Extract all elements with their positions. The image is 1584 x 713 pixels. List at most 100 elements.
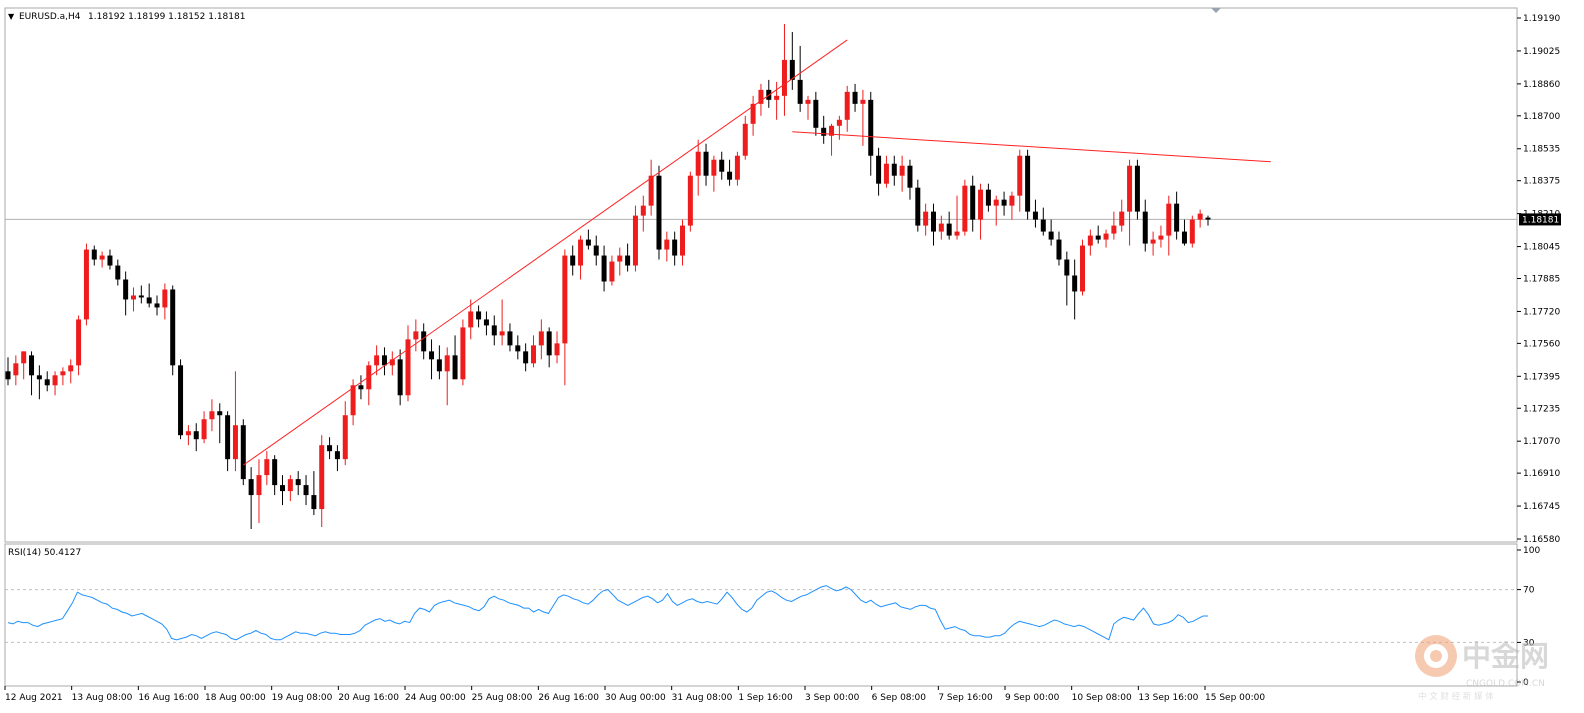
candle-body xyxy=(83,249,89,320)
time-tick-label: 3 Sep 00:00 xyxy=(805,693,860,703)
candle-body xyxy=(742,123,748,156)
candle-body xyxy=(13,363,19,376)
time-tick-label: 18 Aug 00:00 xyxy=(205,693,266,703)
candle-body xyxy=(405,339,411,396)
trendline[interactable] xyxy=(792,131,1271,163)
time-tick-label: 13 Aug 08:00 xyxy=(72,693,133,703)
time-tick-label: 20 Aug 16:00 xyxy=(338,693,399,703)
candle-body xyxy=(797,79,803,104)
time-tick-label: 7 Sep 16:00 xyxy=(938,693,993,703)
candle-body xyxy=(225,415,231,460)
candle-body xyxy=(256,475,262,496)
candle-body xyxy=(52,375,58,386)
candle-body xyxy=(907,165,913,188)
time-tick-label: 12 Aug 2021 xyxy=(5,693,63,703)
time-tick-label: 19 Aug 08:00 xyxy=(272,693,333,703)
candle-body xyxy=(617,255,623,262)
price-axis-ticks: 1.19190 1.19025 1.18860 1.18700 1.18535 1.183… xyxy=(1517,14,1560,545)
candle-body xyxy=(507,331,513,346)
trendline[interactable] xyxy=(243,39,848,466)
candle-body xyxy=(1174,203,1180,232)
price-tick-label: 1.17885 xyxy=(1523,275,1560,285)
candle-body xyxy=(648,175,654,206)
candle-body xyxy=(429,351,435,360)
candle-body xyxy=(1017,155,1023,196)
candle-body xyxy=(68,365,74,372)
current-price-tag xyxy=(1519,213,1561,226)
price-tick-label: 1.17070 xyxy=(1523,437,1560,447)
candle-body xyxy=(1111,225,1117,234)
candle-body xyxy=(1197,213,1203,220)
price-tick-label: 1.17560 xyxy=(1523,339,1560,349)
candle-body xyxy=(201,419,207,440)
watermark-brand: 中金网 xyxy=(1462,639,1549,673)
candle-body xyxy=(852,91,858,104)
rsi-tick-label: 70 xyxy=(1523,586,1535,596)
candle-body xyxy=(272,459,278,486)
candle-body xyxy=(1056,239,1062,260)
candle-body xyxy=(1119,211,1125,226)
candle-body xyxy=(342,415,348,460)
candle-body xyxy=(538,331,544,346)
candle-body xyxy=(546,331,552,356)
candle-body xyxy=(985,189,991,206)
price-tick-label: 1.16745 xyxy=(1523,502,1560,512)
candle-body xyxy=(209,411,215,420)
time-tick-label: 25 Aug 08:00 xyxy=(472,693,533,703)
candle-body xyxy=(36,375,42,380)
rsi-line xyxy=(7,585,1208,641)
candle-body xyxy=(476,311,482,320)
rsi-tick-label: 0 xyxy=(1523,678,1529,688)
candle-body xyxy=(1080,245,1086,292)
rsi-label: RSI(14) 50.4127 xyxy=(8,548,81,558)
time-tick-label: 26 Aug 16:00 xyxy=(538,693,599,703)
candle-body xyxy=(248,479,254,496)
candle-body xyxy=(680,225,686,256)
candle-body xyxy=(562,255,568,344)
candle-body xyxy=(625,255,631,266)
price-tick-label: 1.18045 xyxy=(1523,243,1560,253)
candle-body xyxy=(593,245,599,256)
candle-body xyxy=(217,411,223,416)
candle-body xyxy=(1009,195,1015,206)
candle-body xyxy=(938,223,944,232)
candle-body xyxy=(1103,233,1109,240)
candle-body xyxy=(350,385,356,416)
candle-body xyxy=(899,165,905,176)
candle-body xyxy=(1134,165,1140,212)
candle-body xyxy=(821,127,827,136)
candle-body xyxy=(60,371,66,376)
candle-body xyxy=(327,445,333,452)
rsi-panel[interactable] xyxy=(4,543,1518,687)
candle-body xyxy=(1189,219,1195,244)
watermark-tagline: 中 文 财 经 新 媒 体 xyxy=(1418,691,1494,702)
price-tick-label: 1.18375 xyxy=(1523,177,1560,187)
candle-body xyxy=(711,159,717,176)
chart-header-arrow-icon[interactable]: ▼ xyxy=(8,12,15,21)
candle-body xyxy=(946,223,952,236)
candle-body xyxy=(358,385,364,390)
time-tick-label: 1 Sep 16:00 xyxy=(738,693,793,703)
candle-body xyxy=(374,355,380,366)
candle-body xyxy=(138,295,144,298)
candle-body xyxy=(876,155,882,184)
symbol-label: EURUSD.a,H4 xyxy=(19,12,81,22)
candle-body xyxy=(1032,211,1038,220)
candle-body xyxy=(978,189,984,220)
trendlines[interactable] xyxy=(243,39,1271,466)
candle-body xyxy=(280,485,286,492)
candle-body xyxy=(295,479,301,486)
candle-body xyxy=(813,99,819,128)
rsi-axis-ticks: 100 70 30 0 xyxy=(1517,546,1540,688)
candle-body xyxy=(570,255,576,266)
candle-body xyxy=(311,495,317,510)
current-price-label: 1.18181 xyxy=(1522,215,1559,225)
price-tick-label: 1.16910 xyxy=(1523,469,1560,479)
candle-body xyxy=(436,359,442,372)
candle-body xyxy=(264,459,270,476)
candle-body xyxy=(860,99,866,104)
price-tick-label: 1.19025 xyxy=(1523,47,1560,57)
candle-body xyxy=(640,205,646,216)
scroll-marker-icon[interactable] xyxy=(1211,8,1221,13)
